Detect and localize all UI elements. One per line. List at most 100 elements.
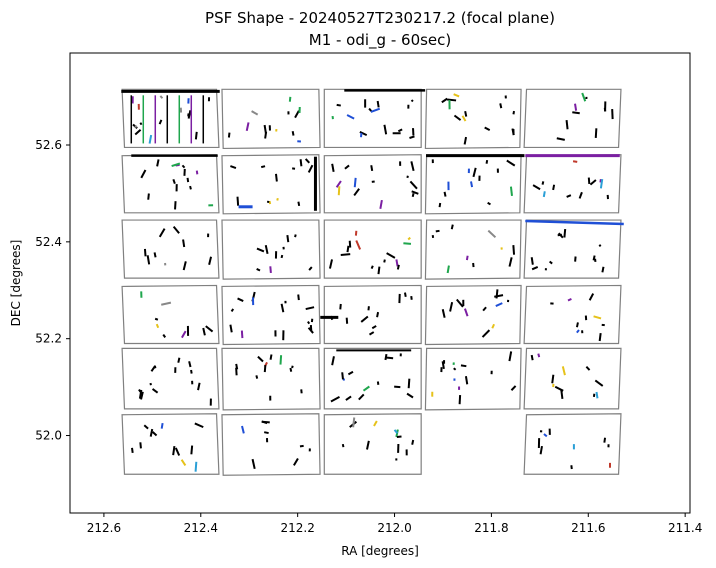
psf-whisker	[251, 458, 256, 470]
psf-whisker	[464, 376, 469, 385]
psf-whisker	[407, 236, 411, 241]
psf-whisker	[438, 202, 442, 208]
psf-whisker	[554, 385, 564, 392]
psf-whisker	[328, 259, 333, 269]
psf-whisker	[162, 333, 167, 338]
ccd-outline	[523, 347, 622, 410]
psf-whisker	[578, 191, 583, 199]
psf-whisker	[409, 180, 418, 190]
psf-whisker	[299, 159, 303, 167]
psf-whisker	[256, 268, 261, 272]
psf-whisker	[353, 177, 357, 188]
psf-whisker	[588, 293, 595, 301]
psf-whisker	[385, 356, 394, 360]
psf-whisker	[411, 192, 415, 198]
x-tick-label: 211.4	[668, 521, 702, 535]
ccd-outline	[121, 88, 220, 149]
psf-whisker	[461, 115, 467, 122]
psf-whisker	[383, 259, 386, 263]
psf-whisker	[158, 119, 163, 125]
psf-whisker	[264, 431, 269, 435]
ccd-outline	[221, 413, 321, 476]
psf-whisker	[346, 245, 350, 253]
psf-whisker	[542, 191, 546, 198]
ccd-outline	[523, 284, 622, 345]
psf-whisker	[561, 366, 566, 376]
psf-whisker	[291, 130, 295, 136]
psf-whisker	[531, 266, 539, 271]
psf-whisker	[485, 159, 489, 164]
psf-whisker	[393, 429, 399, 434]
psf-whisker	[603, 437, 607, 443]
psf-whisker	[566, 194, 572, 198]
psf-whisker	[599, 179, 604, 189]
psf-whisker	[344, 164, 350, 170]
psf-whisker	[151, 388, 159, 394]
psf-whisker	[230, 308, 235, 312]
ccd-outline	[424, 88, 522, 150]
psf-whisker	[499, 103, 503, 109]
psf-whisker	[150, 365, 157, 372]
y-tick-label: 52.0	[35, 429, 62, 443]
y-axis-ticks: 52.6 52.4 52.2 52.0	[35, 138, 70, 443]
psf-whisker	[395, 259, 399, 267]
psf-whisker	[297, 294, 300, 301]
psf-whisker	[341, 443, 345, 448]
x-tick-label: 212.0	[377, 521, 411, 535]
psf-whisker	[182, 239, 186, 248]
psf-whisker	[563, 228, 567, 238]
psf-whisker	[264, 244, 269, 255]
psf-whisker	[149, 428, 154, 437]
psf-whisker	[510, 385, 517, 391]
psf-whisker	[304, 158, 311, 164]
ccd-outline	[121, 413, 220, 475]
psf-whisker	[291, 365, 294, 369]
psf-whisker	[151, 431, 158, 437]
ccd-outline	[221, 347, 321, 411]
psf-whisker	[347, 370, 354, 376]
psf-whisker	[241, 425, 245, 434]
ccd-outline	[221, 154, 321, 215]
psf-whisker	[154, 317, 159, 321]
psf-whisker	[441, 309, 446, 318]
psf-whisker	[190, 369, 193, 374]
psf-whisker	[370, 107, 381, 113]
psf-whisker	[441, 361, 445, 370]
psf-whisker	[511, 128, 515, 136]
ccd-outline	[323, 347, 422, 410]
ccd-outline	[221, 219, 321, 280]
psf-whisker	[181, 164, 186, 169]
psf-whisker	[411, 190, 419, 195]
psf-whisker	[308, 266, 313, 271]
psf-whisker	[331, 356, 335, 366]
psf-whisker	[376, 311, 380, 318]
psf-whisker	[186, 177, 190, 183]
psf-whisker	[595, 391, 599, 399]
psf-whisker	[406, 392, 414, 399]
psf-whisker	[140, 169, 147, 179]
psf-whisker	[148, 134, 153, 144]
psf-whisker	[376, 381, 380, 385]
psf-whisker	[293, 457, 299, 466]
psf-whisker	[182, 261, 187, 271]
psf-whisker	[190, 445, 194, 455]
psf-whisker	[307, 164, 314, 173]
psf-whisker	[410, 161, 415, 172]
psf-whisker	[407, 378, 411, 389]
psf-whisker	[435, 229, 440, 233]
psf-whisker	[453, 114, 462, 121]
psf-whisker	[180, 459, 187, 466]
psf-whisker	[495, 302, 503, 307]
psf-whisker	[172, 445, 176, 456]
psf-whisker	[138, 388, 142, 393]
psf-whisker	[370, 165, 374, 172]
psf-whisker	[368, 331, 375, 336]
ccd-outlines	[121, 88, 622, 476]
ccd-outline	[323, 154, 422, 214]
ccd-outline	[323, 284, 422, 345]
psf-whisker	[341, 372, 344, 380]
ccd-outline	[221, 88, 321, 150]
psf-whisker	[458, 394, 462, 405]
ccd-outline	[523, 88, 622, 149]
